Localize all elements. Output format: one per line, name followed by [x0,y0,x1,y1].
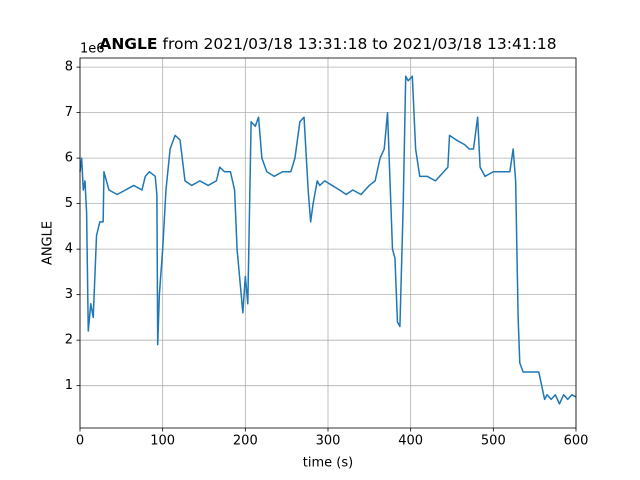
y-tick-label: 1 [65,378,73,393]
y-tick-label: 8 [65,60,73,75]
x-tick-label: 400 [398,434,423,449]
y-tick-label: 5 [65,196,73,211]
x-axis-label: time (s) [303,456,353,471]
x-tick-label: 500 [481,434,506,449]
x-tick-label: 100 [150,434,175,449]
x-tick-label: 0 [76,434,84,449]
x-tick-label: 300 [316,434,341,449]
y-axis-label: ANGLE [41,221,56,265]
y-tick-label: 2 [65,333,73,348]
title-name: ANGLE [99,35,157,53]
y-tick-label: 7 [65,105,73,120]
y-tick-label: 4 [65,242,73,257]
x-tick-label: 600 [564,434,589,449]
chart-title: ANGLE from 2021/03/18 13:31:18 to 2021/03… [99,35,556,53]
offset-text: 1e6 [80,42,105,57]
title-range: from 2021/03/18 13:31:18 to 2021/03/18 1… [162,35,556,53]
x-tick-label: 200 [233,434,258,449]
y-tick-label: 6 [65,151,73,166]
y-tick-label: 3 [65,287,73,302]
data-line [79,75,577,405]
plot-area [79,58,577,428]
